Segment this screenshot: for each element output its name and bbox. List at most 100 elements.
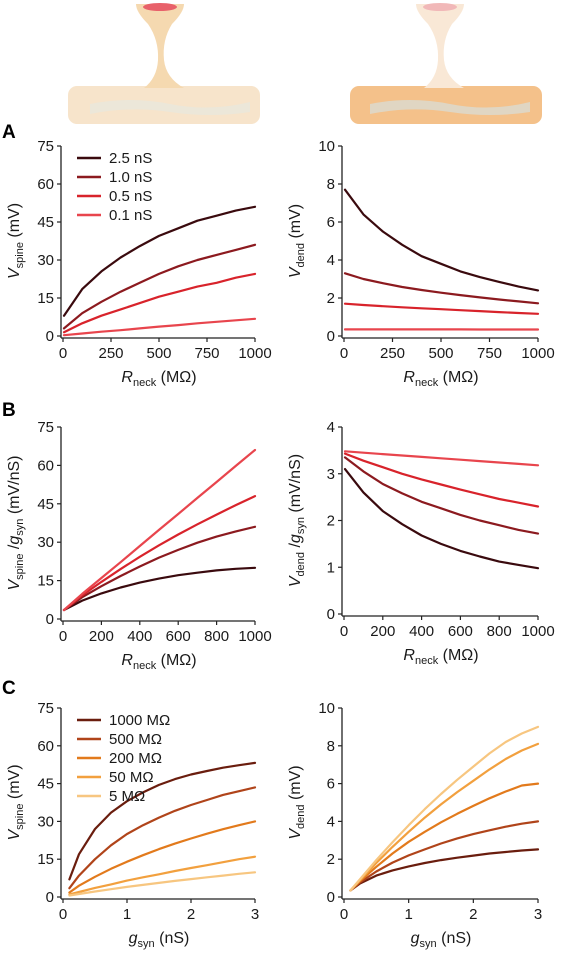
x-tick-label: 400 <box>409 623 434 640</box>
y-tick-label: 2 <box>327 851 335 868</box>
chart-A-right: 0 2 4 6 8 10 0 250 500 750 1000 Rneck (MΩ) Vdend (mV… <box>287 138 555 389</box>
x-tick-label: 0 <box>59 628 67 645</box>
series-line-4 <box>343 450 540 467</box>
y-tick-label: 75 <box>37 138 54 155</box>
y-tick-label: 8 <box>327 738 335 755</box>
y-tick-label: 10 <box>318 138 335 155</box>
x-tick-label: 1 <box>123 906 131 923</box>
x-axis-label: gsyn (nS) <box>411 930 472 950</box>
series-line-1 <box>62 566 257 612</box>
y-axis-label: Vspine (mV) <box>6 203 26 279</box>
series-line-4 <box>62 317 257 337</box>
series-line-5 <box>68 871 257 897</box>
chart-C-right: 0 2 4 6 8 10 0 1 2 3 gsyn (nS) Vdend (mV) <box>287 700 542 950</box>
spine-illustration-left <box>68 3 260 124</box>
y-axis-label: Vdend (mV) <box>287 765 307 839</box>
series-line-1 <box>343 188 540 292</box>
y-tick-label: 4 <box>327 813 335 830</box>
legend-label: 0.5 nS <box>109 188 152 205</box>
panel-label-a: A <box>2 122 16 143</box>
panel-label-c: C <box>2 678 16 699</box>
y-tick-label: 0 <box>327 328 335 345</box>
series-line-2 <box>62 243 257 330</box>
y-axis-label: Vdend /gsyn (mV/nS) <box>287 454 307 587</box>
x-tick-label: 1000 <box>238 628 271 645</box>
x-tick-label: 800 <box>204 628 229 645</box>
x-axis-label: Rneck (MΩ) <box>403 369 478 389</box>
x-tick-label: 1 <box>404 906 412 923</box>
y-tick-label: 0 <box>327 889 335 906</box>
y-tick-label: 2 <box>327 513 335 530</box>
x-tick-label: 500 <box>146 345 171 362</box>
chart-B-left: 0 15 30 45 60 75 0 200 400 600 800 1000 Rneck (MΩ) Vs… <box>6 419 272 672</box>
series-line-4 <box>68 855 257 896</box>
y-tick-label: 45 <box>37 496 54 513</box>
series-line-2 <box>68 786 257 890</box>
x-tick-label: 0 <box>340 345 348 362</box>
series-line-4 <box>349 742 540 892</box>
y-tick-label: 6 <box>327 776 335 793</box>
y-tick-label: 75 <box>37 700 54 717</box>
x-tick-label: 750 <box>477 345 502 362</box>
chart-C-left: 0 15 30 45 60 75 0 1 2 3 gsyn (nS) Vspine (mV) 1000 … <box>6 700 259 950</box>
y-axis-label: Vspine (mV) <box>6 764 26 840</box>
x-tick-label: 200 <box>370 623 395 640</box>
y-tick-label: 75 <box>37 419 54 436</box>
y-axis-label: Vspine /gsyn (mV/nS) <box>6 455 26 590</box>
y-tick-label: 1 <box>327 559 335 576</box>
y-tick-label: 15 <box>37 573 54 590</box>
x-tick-label: 600 <box>448 623 473 640</box>
series-line-3 <box>349 782 540 892</box>
x-axis-label: gsyn (nS) <box>129 930 190 950</box>
series-line-2 <box>343 272 540 305</box>
y-tick-label: 15 <box>37 851 54 868</box>
x-tick-label: 2 <box>469 906 477 923</box>
panel-label-b: B <box>2 400 16 421</box>
legend-label: 500 MΩ <box>109 731 162 748</box>
legend-label: 1.0 nS <box>109 169 152 186</box>
y-tick-label: 4 <box>327 419 335 436</box>
series-line-1 <box>68 761 257 881</box>
x-tick-label: 1000 <box>238 345 271 362</box>
y-tick-label: 15 <box>37 290 54 307</box>
x-tick-label: 2 <box>187 906 195 923</box>
x-axis-label: Rneck (MΩ) <box>403 647 478 667</box>
series-line-3 <box>343 452 540 508</box>
y-axis-label: Vdend (mV) <box>287 204 307 278</box>
x-tick-label: 3 <box>534 906 542 923</box>
series-line-3 <box>62 495 257 612</box>
x-tick-label: 1000 <box>521 345 554 362</box>
x-axis-label: Rneck (MΩ) <box>121 369 196 389</box>
series-line-1 <box>349 848 540 892</box>
x-tick-label: 250 <box>380 345 405 362</box>
y-tick-label: 60 <box>37 738 54 755</box>
series-line-2 <box>349 820 540 892</box>
y-tick-label: 30 <box>37 813 54 830</box>
series-line-2 <box>343 456 540 535</box>
x-tick-label: 800 <box>487 623 512 640</box>
y-tick-label: 4 <box>327 252 335 269</box>
y-tick-label: 6 <box>327 214 335 231</box>
y-tick-label: 0 <box>46 889 54 906</box>
x-tick-label: 0 <box>340 623 348 640</box>
x-tick-label: 750 <box>194 345 219 362</box>
x-tick-label: 250 <box>98 345 123 362</box>
x-tick-label: 600 <box>166 628 191 645</box>
legend-label: 200 MΩ <box>109 750 162 767</box>
legend-label: 50 MΩ <box>109 769 154 786</box>
x-tick-label: 200 <box>89 628 114 645</box>
series-line-3 <box>62 272 257 334</box>
y-tick-label: 10 <box>318 700 335 717</box>
series-line-1 <box>62 205 257 317</box>
x-tick-label: 400 <box>127 628 152 645</box>
y-tick-label: 0 <box>327 606 335 623</box>
x-tick-label: 1000 <box>521 623 554 640</box>
y-tick-label: 0 <box>46 611 54 628</box>
x-axis-label: Rneck (MΩ) <box>121 652 196 672</box>
series-line-4 <box>62 448 257 612</box>
y-tick-label: 30 <box>37 534 54 551</box>
x-tick-label: 0 <box>59 345 67 362</box>
legend-label: 0.1 nS <box>109 207 152 224</box>
